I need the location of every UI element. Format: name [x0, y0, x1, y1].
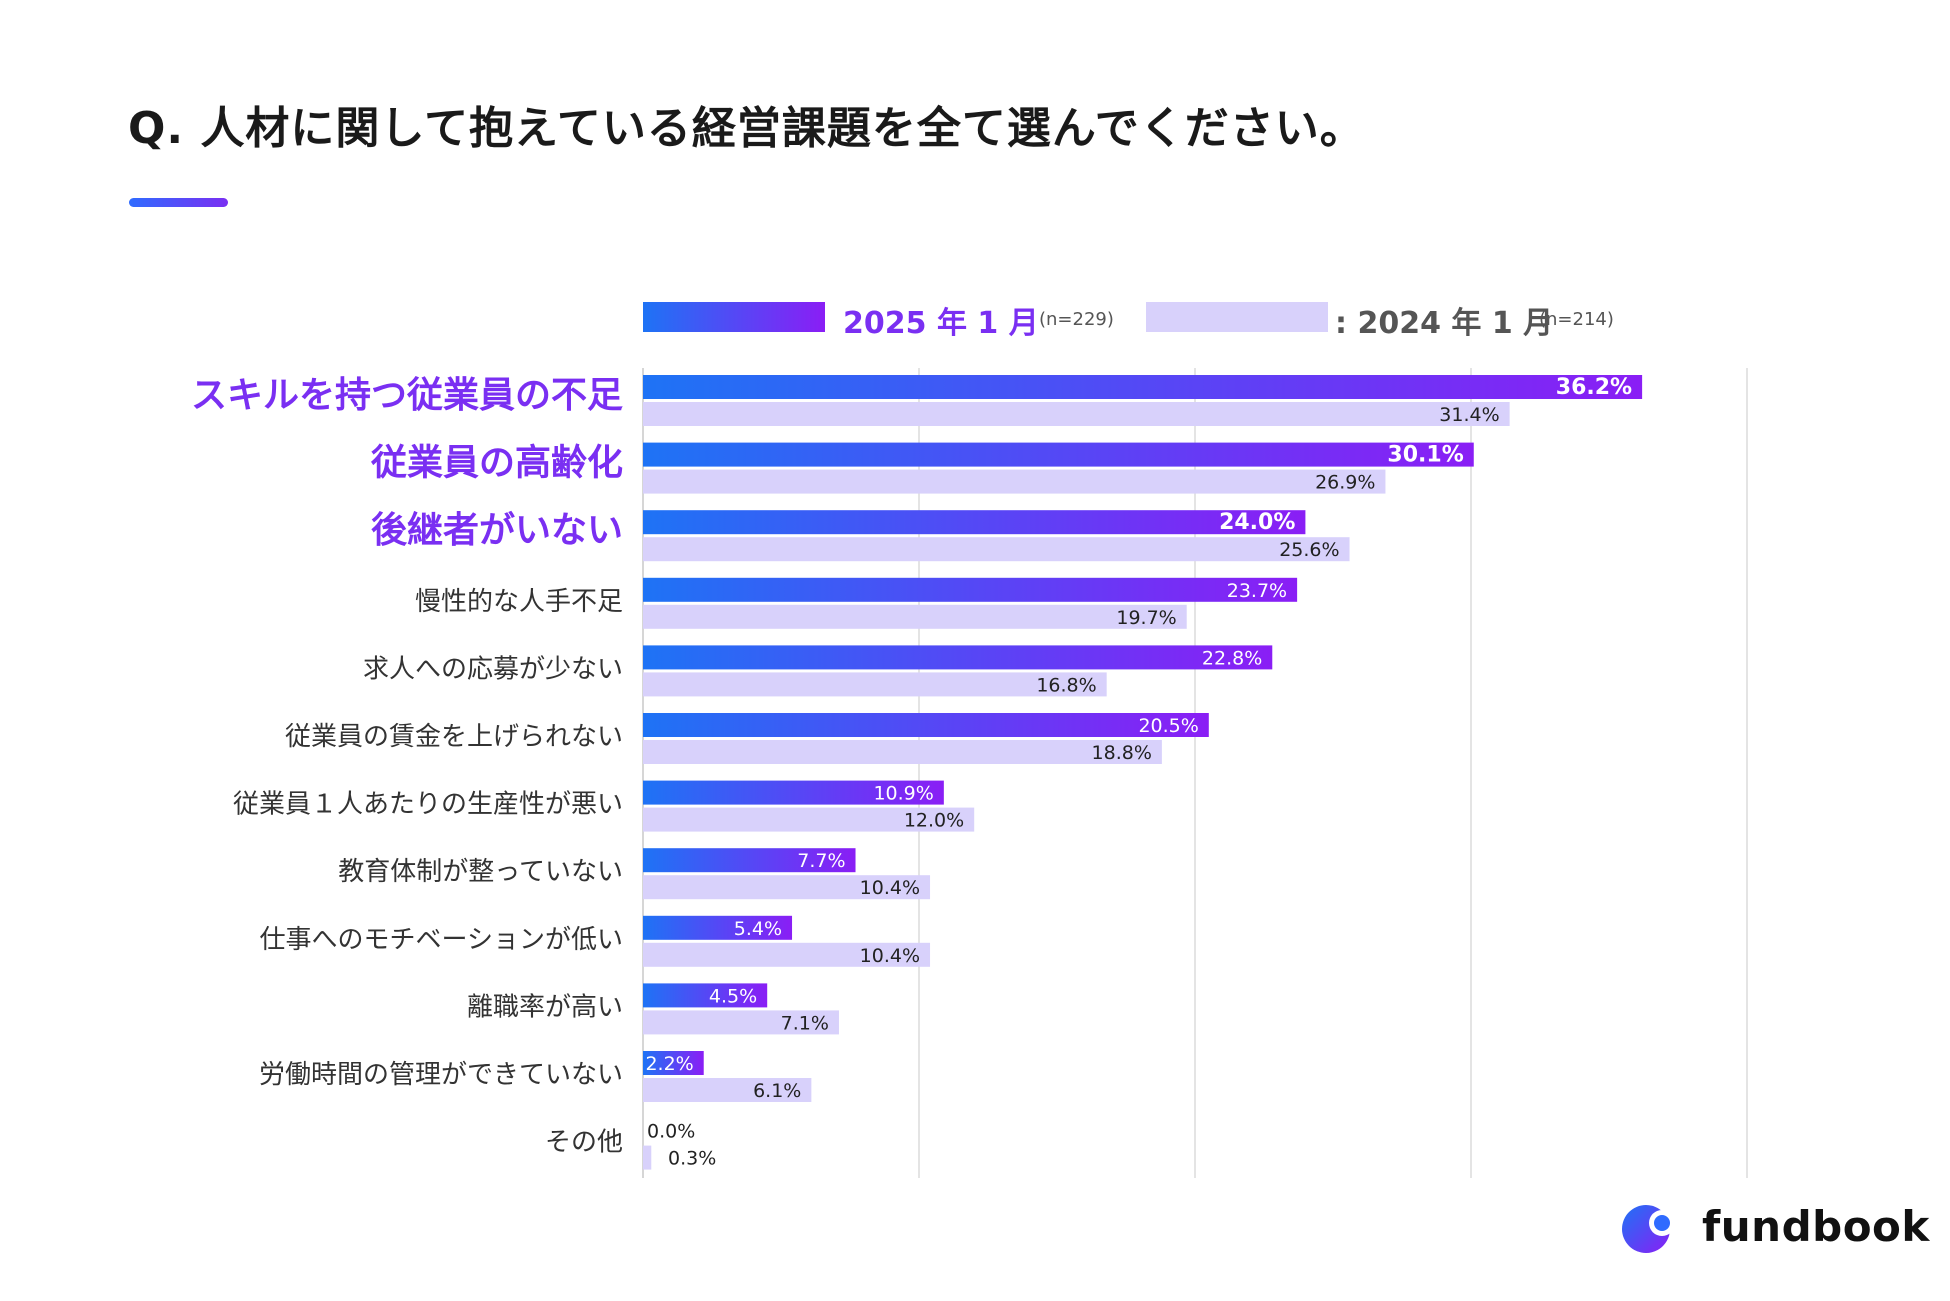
bar-2024: [643, 604, 1187, 629]
bar-2024: [643, 1078, 812, 1102]
data-label-2024: 12.0%: [904, 810, 964, 832]
category-label: 求人への応募が少ない: [363, 654, 623, 684]
bar-2025: [643, 915, 793, 940]
legend-swatch-2024: [1146, 302, 1328, 332]
bar-2024: [643, 1145, 652, 1170]
data-label-2024: 18.8%: [1092, 742, 1152, 764]
category-label: 従業員１人あたりの生産性が悪い: [233, 790, 623, 820]
bar-2025: [643, 510, 1306, 535]
legend-swatch-2025: [643, 302, 825, 332]
bar-2025: [643, 577, 1298, 602]
category-label: その他: [545, 1128, 623, 1158]
data-label-2024: 7.1%: [781, 1012, 829, 1034]
data-label-2025: 7.7%: [797, 850, 845, 872]
category-label: 労働時間の管理ができていない: [259, 1060, 623, 1090]
bar-2025: [643, 713, 1209, 737]
data-label-2025: 4.5%: [709, 985, 757, 1007]
category-label: スキルを持つ従業員の不足: [191, 375, 623, 416]
bar-2024: [643, 807, 975, 832]
data-label-2025: 22.8%: [1202, 647, 1262, 669]
brand-name: fundbook: [1702, 1202, 1930, 1251]
category-label: 慢性的な人手不足: [415, 587, 623, 617]
data-label-2024: 16.8%: [1036, 674, 1096, 696]
bar-2024: [643, 469, 1386, 494]
bar-2024: [643, 402, 1510, 426]
category-label: 従業員の高齢化: [370, 443, 623, 484]
bar-2025: [643, 375, 1643, 399]
bar-2025: [643, 780, 944, 805]
category-label: 離職率が高い: [467, 992, 623, 1022]
legend-n-2024: (n=214): [1539, 309, 1614, 330]
bar-2025: [643, 442, 1474, 467]
title-accent-bar: [129, 198, 228, 207]
bars: スキルを持つ従業員の不足 36.2% 31.4% 従業員の高齢化 30.1% 26.9% 後…: [191, 375, 1643, 1170]
bar-2024: [643, 672, 1107, 697]
data-label-2025: 24.0%: [1219, 510, 1295, 535]
bar-2024: [643, 875, 931, 900]
bar-2024: [643, 942, 931, 967]
grid-lines: [642, 368, 1748, 1178]
data-label-2025: 20.5%: [1138, 715, 1198, 737]
data-label-2025: 0.0%: [647, 1121, 695, 1143]
data-label-2024: 25.6%: [1279, 539, 1339, 561]
category-label: 教育体制が整っていない: [338, 857, 623, 887]
category-label: 後継者がいない: [371, 510, 623, 551]
data-label-2025: 23.7%: [1227, 580, 1287, 602]
data-label-2025: 36.2%: [1556, 375, 1632, 400]
category-label: 従業員の賃金を上げられない: [285, 722, 623, 752]
bar-2025: [643, 1051, 704, 1075]
data-label-2024: 10.4%: [860, 877, 920, 899]
page-title: Q. 人材に関して抱えている経営課題を全て選んでください。: [128, 103, 1365, 154]
bar-2025: [643, 983, 768, 1008]
bar-2024: [643, 1010, 839, 1035]
category-label: 仕事へのモチベーションが低い: [260, 925, 623, 955]
data-label-2024: 6.1%: [753, 1080, 801, 1102]
data-label-2024: 10.4%: [860, 945, 920, 967]
bar-2025: [643, 848, 856, 873]
bar-2025: [643, 645, 1273, 670]
bar-2024: [643, 740, 1162, 764]
data-label-2024: 19.7%: [1116, 607, 1176, 629]
legend-label-2024: : 2024 年 1 月: [1335, 306, 1554, 341]
legend: 2025 年 1 月 (n=229) : 2024 年 1 月 (n=214): [643, 298, 1643, 346]
data-label-2024: 26.9%: [1315, 472, 1375, 494]
legend-label-2025: 2025 年 1 月: [843, 306, 1039, 341]
fundbook-logo-icon: [1622, 1205, 1675, 1253]
data-label-2025: 10.9%: [873, 783, 933, 805]
legend-n-2025: (n=229): [1039, 309, 1114, 330]
data-label-2024: 31.4%: [1439, 404, 1499, 426]
data-label-2025: 5.4%: [734, 918, 782, 940]
brand-logo: fundbook: [1618, 1198, 1929, 1260]
data-label-2025: 30.1%: [1387, 443, 1463, 468]
data-label-2024: 0.3%: [668, 1148, 716, 1170]
data-label-2025: 2.2%: [645, 1053, 693, 1075]
bar-2024: [643, 537, 1350, 562]
